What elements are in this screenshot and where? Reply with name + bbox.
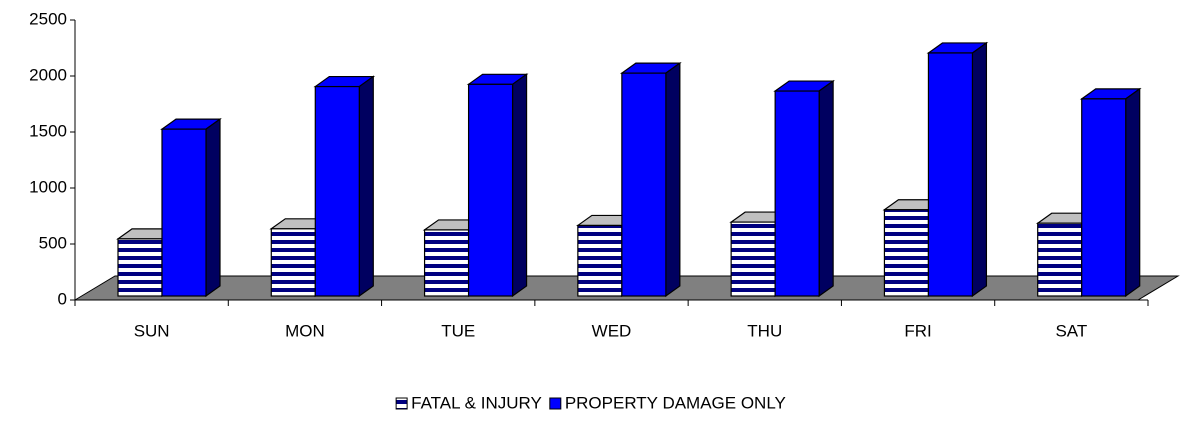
x-tick-label: WED <box>592 321 632 340</box>
y-tick-label: 2500 <box>29 9 67 28</box>
x-tick-label: TUE <box>441 321 475 340</box>
bar-side <box>511 73 528 298</box>
y-tick-label: 0 <box>58 289 67 308</box>
bar-front <box>467 83 514 297</box>
bar <box>619 61 682 298</box>
bar <box>313 75 376 298</box>
legend-label: PROPERTY DAMAGE ONLY <box>565 393 786 412</box>
bar-front <box>314 85 360 297</box>
y-tick-label: 1500 <box>29 121 67 140</box>
bar-side <box>971 41 988 298</box>
x-tick-label: THU <box>747 321 782 340</box>
bar-front <box>161 128 207 297</box>
bar-front <box>621 72 667 297</box>
bar-front <box>927 52 974 297</box>
bar-side <box>665 61 681 298</box>
x-tick-label: MON <box>285 321 325 340</box>
bar-side <box>1125 87 1141 298</box>
bar-side <box>358 75 374 298</box>
x-tick-label: FRI <box>904 321 931 340</box>
bar-front <box>577 224 623 297</box>
legend: FATAL & INJURY PROPERTY DAMAGE ONLY <box>395 393 786 412</box>
bar-front <box>1081 98 1127 297</box>
bar-front <box>883 209 930 297</box>
bar-front <box>423 229 470 297</box>
y-tick-label: 500 <box>39 233 67 252</box>
bar <box>1079 87 1142 298</box>
x-tick-label: SUN <box>134 321 170 340</box>
legend-label: FATAL & INJURY <box>411 393 542 412</box>
bar-side <box>818 79 834 298</box>
y-tick-label: 2000 <box>29 65 67 84</box>
legend-swatch <box>549 397 562 410</box>
bar <box>926 41 989 298</box>
bar <box>160 117 222 298</box>
bar <box>773 79 836 298</box>
bar-front <box>117 238 163 297</box>
legend-swatch <box>395 397 408 410</box>
bar-front <box>1037 222 1083 297</box>
bar-side <box>205 117 221 298</box>
x-tick-label: SAT <box>1055 321 1087 340</box>
bar <box>466 73 529 298</box>
y-tick-label: 1000 <box>29 177 67 196</box>
bar-front <box>730 221 776 297</box>
bar-front <box>270 228 316 297</box>
bar-front <box>774 90 820 297</box>
